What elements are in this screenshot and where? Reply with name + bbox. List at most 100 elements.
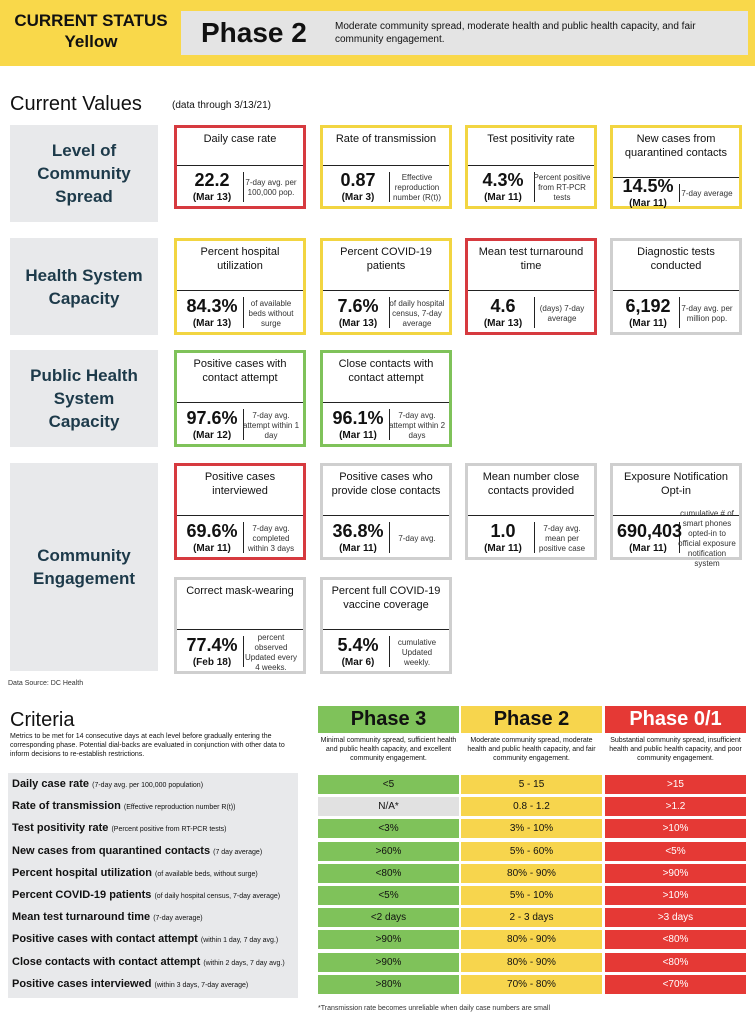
metric-description: cumulative Updated weekly. — [388, 634, 446, 671]
metric-value-block: 690,403 (Mar 11) — [617, 520, 683, 555]
metric-title: Exposure Notification Opt-in — [613, 466, 739, 516]
metric-card: Percent COVID-19 patients 7.6% (Mar 13) of … — [320, 238, 452, 335]
criteria-metric-note: (of available beds, without surge) — [155, 870, 258, 878]
metric-date: (Mar 6) — [341, 656, 375, 668]
metric-divider — [243, 172, 244, 202]
criteria-cell-p3: <5 — [318, 775, 459, 794]
metric-date: (Mar 11) — [629, 542, 667, 554]
metric-date: (Mar 11) — [193, 542, 231, 554]
metric-value-block: 97.6% (Mar 12) — [181, 407, 243, 442]
metric-value: 69.6% — [186, 520, 238, 541]
phase-2-header: Phase 2 — [461, 706, 602, 733]
metric-title: Positive cases interviewed — [177, 466, 303, 516]
criteria-cell-p3: >60% — [318, 841, 459, 861]
criteria-cell-p1: >10% — [605, 819, 746, 839]
category-public-health: Public Health System Capacity — [10, 350, 158, 447]
metric-description-text: 7-day average — [681, 189, 733, 198]
criteria-cell-p2: 2 - 3 days — [461, 908, 602, 928]
metric-description: 7-day avg. mean per positive case — [533, 520, 591, 557]
criteria-cell-p3: <2 days — [318, 908, 459, 928]
metric-value: 36.8% — [332, 520, 384, 541]
criteria-metric-note: (Effective reproduction number R(t)) — [123, 804, 236, 812]
metric-divider — [679, 522, 680, 553]
metric-title: Rate of transmission — [323, 128, 449, 166]
metric-description-text: 7-day avg. per million pop. — [681, 303, 733, 323]
metric-description-text: 7-day avg. — [398, 533, 436, 543]
criteria-cell-p2: 5% - 10% — [461, 886, 602, 905]
criteria-metric: Close contacts with contact attempt — [12, 955, 201, 968]
metric-title: New cases from quarantined contacts — [613, 128, 739, 178]
metric-title: Percent hospital utilization — [177, 241, 303, 291]
metric-value: 690,403 — [617, 520, 683, 541]
metric-title: Test positivity rate — [468, 128, 594, 166]
criteria-row-label: Positive cases interviewed (within 3 day… — [12, 977, 248, 993]
metric-card: Rate of transmission 0.87 (Mar 3) Effective… — [320, 125, 452, 209]
metric-value-block: 96.1% (Mar 11) — [327, 407, 389, 442]
metric-date: (Mar 11) — [484, 192, 522, 203]
criteria-cell-p2: 80% - 90% — [461, 930, 602, 950]
metric-divider — [679, 184, 680, 202]
metric-description: 7-day average — [678, 182, 736, 206]
criteria-cell-p1: >15 — [605, 775, 746, 794]
metric-description-text: cumulative # of smart phones opted-in to… — [678, 508, 736, 568]
criteria-row-label: Percent COVID-19 patients (of daily hosp… — [12, 888, 280, 904]
metric-date: (Mar 13) — [338, 317, 378, 329]
metric-value: 7.6% — [337, 295, 379, 316]
current-values-title: Current Values — [10, 93, 142, 115]
metric-card: Daily case rate 22.2 (Mar 13) 7-day avg. pe… — [174, 125, 306, 209]
metric-card: Positive cases who provide close contact… — [320, 463, 452, 560]
status-line-2: Yellow — [64, 32, 118, 51]
criteria-row-label: Rate of transmission (Effective reproduc… — [12, 799, 235, 815]
metric-title: Mean number close contacts provided — [468, 466, 594, 516]
criteria-cell-p3: <80% — [318, 863, 459, 883]
criteria-metric-note: (of daily hospital census, 7-day average… — [154, 893, 281, 900]
metric-description-text: percent observed Updated every 4 weeks. — [244, 632, 298, 672]
criteria-metric-note: (Percent positive from RT-PCR tests) — [111, 826, 227, 834]
metric-title: Correct mask-wearing — [177, 580, 303, 630]
metric-description-text: 7-day avg. attempt within 1 day — [242, 410, 300, 440]
criteria-cell-p3: >80% — [318, 974, 459, 994]
metric-divider — [534, 172, 535, 202]
metric-value: 77.4% — [186, 634, 238, 655]
criteria-metric: Positive cases with contact attempt — [12, 933, 198, 946]
criteria-metric: New cases from quarantined contacts — [12, 844, 211, 857]
metric-description-text: 7-day avg. attempt within 2 days — [388, 410, 446, 440]
metric-value-block: 4.3% (Mar 11) — [472, 169, 534, 204]
metric-card: Diagnostic tests conducted 6,192 (Mar 11) 7… — [610, 238, 742, 335]
metric-description: 7-day avg. attempt within 2 days — [388, 407, 446, 444]
metric-description-text: cumulative Updated weekly. — [397, 637, 437, 667]
current-phase: Phase 2 — [201, 17, 307, 48]
metric-description-text: of available beds without surge — [248, 298, 294, 328]
metric-value: 1.0 — [490, 520, 516, 541]
metric-description: (days) 7-day average — [533, 295, 591, 332]
metric-value-block: 77.4% (Feb 18) — [181, 634, 243, 669]
metric-card: Mean number close contacts provided 1.0 (M… — [465, 463, 597, 560]
criteria-metric: Positive cases interviewed — [12, 977, 152, 990]
criteria-cell-p2: 5% - 60% — [461, 841, 602, 861]
metric-value: 97.6% — [186, 407, 238, 428]
criteria-title: Criteria — [10, 709, 75, 731]
metric-date: (Mar 13) — [192, 317, 232, 329]
metric-value-block: 6,192 (Mar 11) — [617, 295, 679, 330]
metric-date: (Mar 13) — [192, 192, 232, 203]
criteria-row-label: Daily case rate (7-day avg. per 100,000 … — [12, 777, 203, 793]
criteria-metric-note: (7 day average) — [213, 848, 263, 856]
criteria-metric-note: (7-day average) — [153, 915, 203, 923]
metric-date: (Mar 11) — [339, 542, 377, 554]
metric-value-block: 5.4% (Mar 6) — [327, 634, 389, 669]
criteria-cell-p1: <5% — [605, 841, 746, 861]
metric-value-block: 36.8% (Mar 11) — [327, 520, 389, 555]
criteria-cell-p2: 0.8 - 1.2 — [461, 797, 602, 817]
metric-description: 7-day avg. — [388, 520, 446, 557]
metric-description: percent observed Updated every 4 weeks. — [242, 632, 300, 672]
criteria-cell-p2: 3% - 10% — [461, 819, 602, 839]
metric-title: Percent full COVID-19 vaccine coverage — [323, 580, 449, 630]
metric-value-block: 14.5% (Mar 11) — [617, 175, 679, 210]
metric-card: Exposure Notification Opt-in 690,403 (Mar … — [610, 463, 742, 568]
metric-description-text: 7-day avg. completed within 3 days — [247, 523, 295, 553]
criteria-cell-p2: 70% - 80% — [461, 974, 602, 994]
metric-title: Percent COVID-19 patients — [323, 241, 449, 291]
criteria-row-label: Test positivity rate (Percent positive f… — [12, 821, 226, 837]
metric-value: 4.6 — [490, 295, 516, 316]
